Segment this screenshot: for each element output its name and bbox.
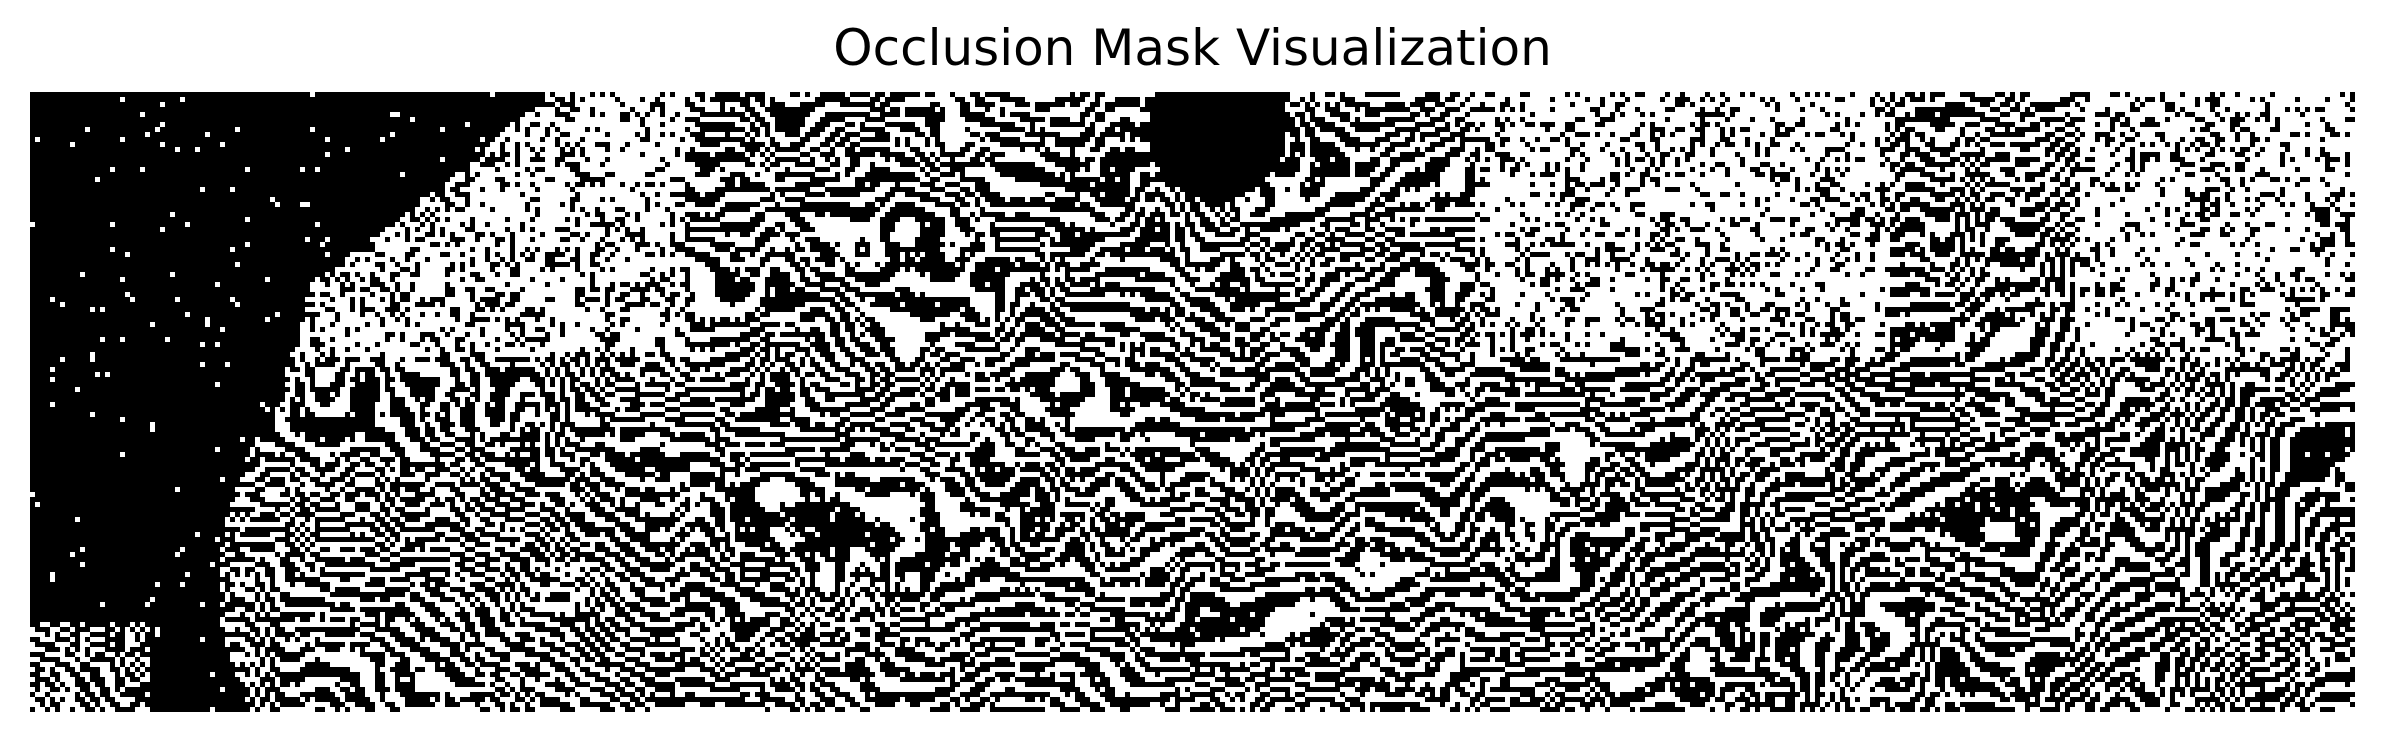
occlusion-mask-image xyxy=(30,92,2355,712)
figure-title: Occlusion Mask Visualization xyxy=(833,19,1552,77)
mask-canvas xyxy=(30,92,2355,712)
